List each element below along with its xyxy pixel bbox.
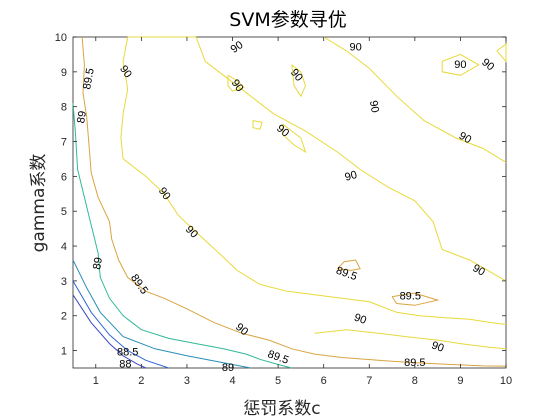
y-tick-label: 8 — [61, 102, 67, 114]
plot-area — [72, 36, 507, 369]
contour-label: 90 — [367, 100, 381, 114]
contour-label: 89 — [222, 362, 234, 374]
y-tick-label: 7 — [61, 137, 67, 149]
contour-line-90 — [323, 36, 507, 163]
contour-line-90 — [291, 64, 307, 98]
contour-line-90 — [282, 123, 307, 154]
chart-title: SVM参数寻优 — [229, 9, 346, 31]
contour-label: 89.5 — [404, 357, 425, 369]
x-tick-label: 8 — [412, 375, 418, 387]
x-tick-label: 5 — [275, 375, 281, 387]
contour-label: 90 — [229, 39, 246, 56]
contour-line-90 — [496, 42, 507, 63]
contour-label: 88 — [119, 359, 131, 371]
axes-box — [72, 36, 507, 369]
contour-label: 89.5 — [81, 67, 97, 90]
x-axis: 1 2 3 4 5 6 7 8 9 10 — [93, 37, 512, 387]
y-tick-label: 6 — [61, 171, 67, 183]
contour-label: 90 — [344, 169, 359, 184]
contour-lines — [72, 36, 507, 369]
contour-label: 89.5 — [400, 291, 421, 303]
contour-line-88 — [72, 280, 169, 369]
x-tick-label: 10 — [500, 375, 512, 387]
contour-line-90 — [314, 329, 507, 350]
contour-label: 88.5 — [117, 346, 138, 358]
y-tick-label: 10 — [55, 32, 67, 44]
contour-line-89.5 — [391, 292, 440, 306]
contour-line-90 — [227, 74, 245, 92]
contour-line-90 — [252, 120, 263, 130]
y-axis-label: gamma系数 — [29, 154, 49, 253]
y-tick-label: 9 — [61, 67, 67, 79]
x-axis-label: 惩罚系数c — [243, 399, 320, 419]
x-tick-label: 4 — [229, 375, 235, 387]
y-tick-label: 1 — [61, 346, 67, 358]
contour-line-89 — [72, 103, 292, 369]
contour-label: 89 — [91, 256, 105, 270]
y-tick-label: 2 — [61, 311, 67, 323]
y-tick-label: 5 — [61, 206, 67, 218]
contour-label: 90 — [117, 63, 134, 80]
contour-label: 90 — [454, 59, 466, 71]
x-tick-label: 1 — [93, 375, 99, 387]
contour-line-90 — [120, 36, 507, 325]
x-tick-label: 3 — [184, 375, 190, 387]
contour-line-87.5 — [72, 294, 147, 369]
x-tick-label: 6 — [321, 375, 327, 387]
contour-label: 90 — [457, 130, 474, 147]
contour-label: 90 — [156, 185, 173, 202]
contour-line-90 — [195, 36, 507, 282]
contour-line-90 — [441, 53, 480, 76]
x-tick-label: 7 — [366, 375, 372, 387]
contour-line-89.5 — [337, 259, 361, 271]
contour-label: 89 — [75, 110, 89, 124]
contour-line-89.5 — [81, 36, 507, 367]
y-tick-label: 4 — [61, 241, 67, 253]
x-tick-label: 2 — [138, 375, 144, 387]
x-tick-label: 9 — [457, 375, 463, 387]
contour-label: 90 — [470, 262, 487, 279]
contour-label: 90 — [352, 311, 368, 326]
y-tick-label: 3 — [61, 276, 67, 288]
contour-label: 90 — [349, 41, 361, 53]
contour-label: 90 — [430, 339, 446, 354]
contour-label: 90 — [229, 77, 246, 94]
